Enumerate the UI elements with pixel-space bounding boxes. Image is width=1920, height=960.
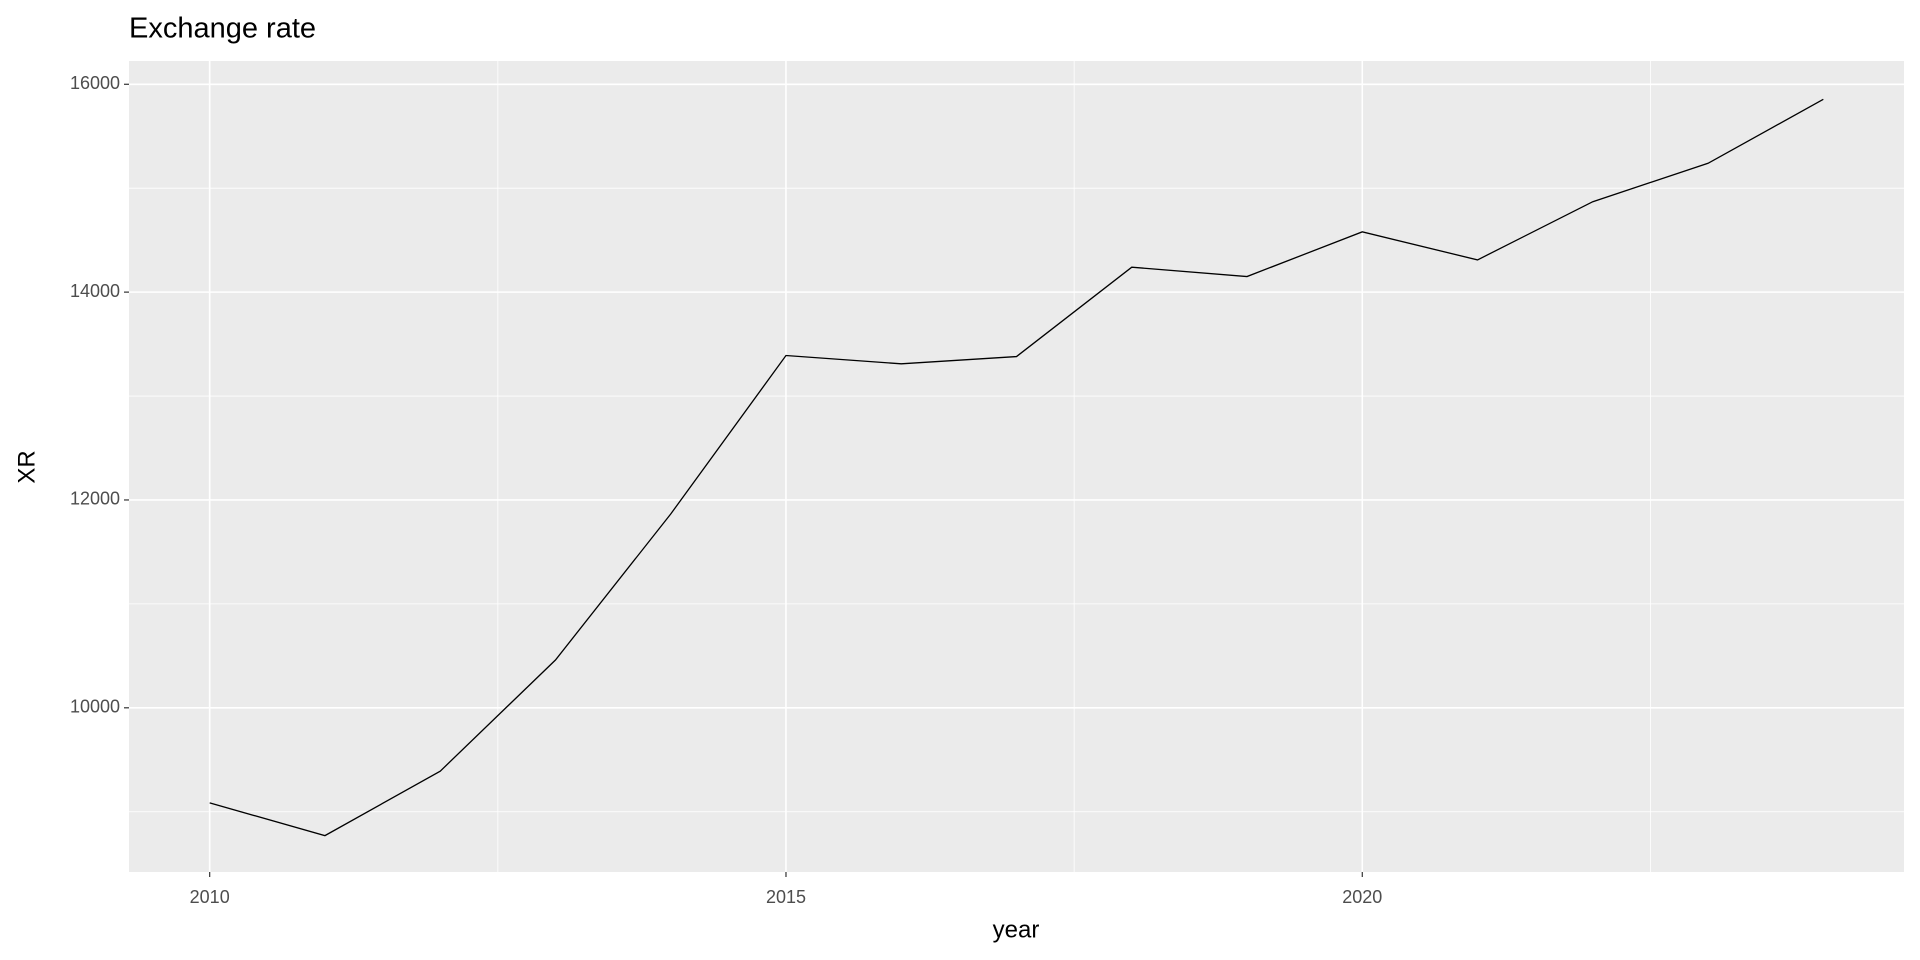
x-axis-title: year: [993, 916, 1040, 943]
data-line: [209, 98, 1824, 837]
y-tick-label: 12000: [70, 489, 120, 509]
y-tick-label: 16000: [70, 73, 120, 93]
y-tick-label: 10000: [70, 697, 120, 717]
plot-panel: [129, 61, 1904, 872]
y-tick-label: 14000: [70, 281, 120, 301]
chart-title: Exchange rate: [129, 13, 316, 45]
x-tick-label: 2010: [190, 887, 230, 907]
x-tick-label: 2015: [766, 887, 806, 907]
y-axis-title: XR: [13, 450, 40, 483]
x-tick-label: 2020: [1342, 887, 1382, 907]
